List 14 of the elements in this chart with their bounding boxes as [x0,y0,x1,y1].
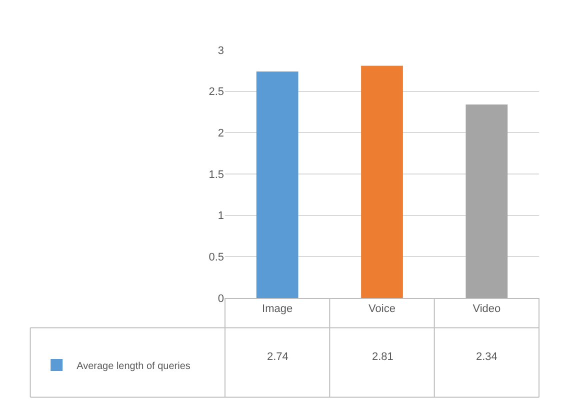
x-tick-label: Image [262,303,293,316]
x-tick-label: Voice [368,303,396,316]
y-tick-label: 1 [218,210,224,222]
legend-label: Average length of queries [76,360,190,372]
x-tick-label: Video [472,303,501,316]
y-tick-label: 2 [218,128,224,140]
data-label: 2.34 [476,351,498,363]
y-tick-label: 1.5 [208,168,224,181]
data-label: 2.74 [267,351,288,363]
data-label: 2.81 [372,351,394,363]
y-tick-label: 2.5 [208,86,224,98]
y-tick-label: 3 [218,44,224,57]
y-tick-label: 0 [218,292,224,305]
y-tick-label: 0.5 [208,252,224,264]
